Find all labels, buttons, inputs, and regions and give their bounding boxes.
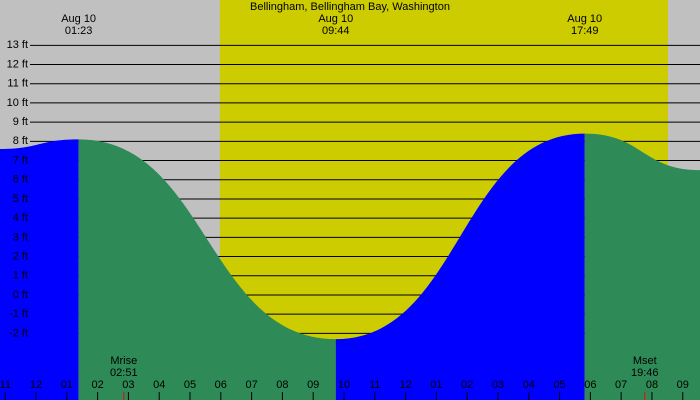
y-tick-label: 0 ft: [13, 289, 28, 301]
x-tick-label: 01: [61, 379, 73, 391]
moon-label: Mset: [633, 355, 657, 367]
y-tick-label: 10 ft: [7, 97, 28, 109]
y-tick-label: 13 ft: [7, 39, 28, 51]
tide-area: [584, 133, 700, 400]
extreme-date: Aug 10: [61, 13, 96, 25]
chart-title: Bellingham, Bellingham Bay, Washington: [250, 1, 450, 13]
moon-label: Mrise: [110, 355, 137, 367]
y-tick-label: 12 ft: [7, 58, 28, 70]
x-tick-label: 06: [584, 379, 596, 391]
x-tick-label: 07: [615, 379, 627, 391]
x-tick-label: 02: [91, 379, 103, 391]
x-tick-label: 06: [215, 379, 227, 391]
x-tick-label: 11: [0, 379, 11, 391]
y-tick-label: 9 ft: [13, 116, 28, 128]
x-tick-label: 04: [523, 379, 535, 391]
y-tick-label: 2 ft: [13, 250, 28, 262]
x-tick-label: 05: [184, 379, 196, 391]
x-tick-label: 01: [430, 379, 442, 391]
y-tick-label: 11 ft: [7, 78, 28, 90]
x-tick-label: 03: [492, 379, 504, 391]
y-tick-label: 6 ft: [13, 174, 28, 186]
y-tick-label: 8 ft: [13, 135, 28, 147]
x-tick-label: 04: [153, 379, 165, 391]
y-tick-label: -2 ft: [9, 327, 28, 339]
x-tick-label: 09: [307, 379, 319, 391]
x-tick-label: 12: [30, 379, 42, 391]
tide-area: [78, 139, 336, 400]
y-tick-label: 4 ft: [13, 212, 28, 224]
moon-time: 02:51: [110, 367, 138, 379]
x-tick-label: 07: [245, 379, 257, 391]
x-tick-label: 08: [646, 379, 658, 391]
x-tick-label: 12: [399, 379, 411, 391]
x-tick-label: 08: [276, 379, 288, 391]
x-tick-label: 03: [122, 379, 134, 391]
extreme-time: 09:44: [322, 25, 350, 37]
y-tick-label: 5 ft: [13, 193, 28, 205]
x-tick-label: 09: [677, 379, 689, 391]
x-tick-label: 05: [553, 379, 565, 391]
y-tick-label: 7 ft: [13, 154, 28, 166]
x-tick-label: 10: [338, 379, 350, 391]
x-tick-label: 02: [461, 379, 473, 391]
extreme-time: 17:49: [571, 25, 599, 37]
extreme-date: Aug 10: [567, 13, 602, 25]
extreme-date: Aug 10: [318, 13, 353, 25]
tide-area: [335, 133, 585, 400]
y-tick-label: 3 ft: [13, 231, 28, 243]
extreme-time: 01:23: [65, 25, 93, 37]
y-tick-label: -1 ft: [9, 308, 28, 320]
tide-area: [0, 139, 79, 400]
x-tick-label: 11: [369, 379, 380, 391]
moon-time: 19:46: [631, 367, 659, 379]
y-tick-label: 1 ft: [13, 270, 28, 282]
